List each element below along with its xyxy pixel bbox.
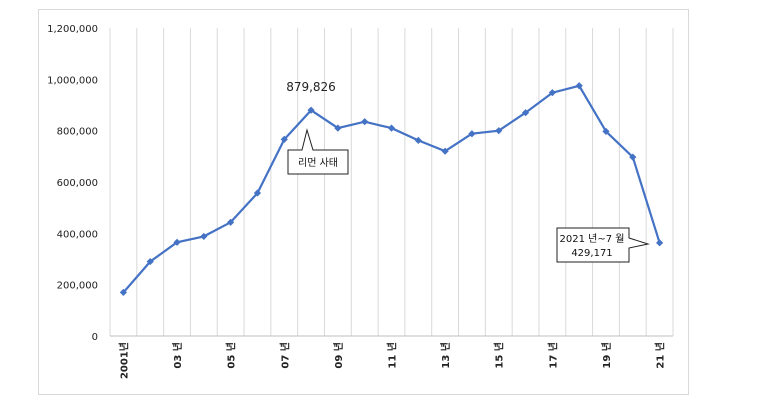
x-tick-label: 03 년 [171, 342, 184, 369]
data-point-marker [521, 109, 530, 117]
data-point-marker [495, 127, 503, 135]
data-point-marker [173, 238, 181, 246]
data-point-marker [253, 189, 262, 197]
latest-callout-line2: 429,171 [571, 248, 612, 259]
y-tick-label: 0 [92, 332, 98, 343]
data-point-marker [280, 135, 288, 143]
x-tick-label: 07 년 [278, 342, 291, 369]
series-markers [119, 82, 664, 296]
data-point-marker [146, 257, 154, 266]
y-tick-label: 600,000 [57, 178, 98, 189]
lehman-callout: 리먼 사태 [287, 128, 349, 175]
gridlines [109, 28, 674, 336]
data-point-marker [361, 118, 369, 126]
data-point-marker [334, 124, 342, 132]
data-point-marker [441, 147, 449, 155]
x-tick-label: 05 년 [225, 342, 238, 369]
y-axis-ticks: 0 200,000 400,000 600,000 800,000 1,000,000 1,… [47, 24, 98, 343]
x-tick-label: 2001년 [117, 342, 130, 379]
x-tick-label: 09 년 [332, 342, 345, 369]
y-tick-label: 200,000 [57, 281, 98, 292]
y-tick-label: 400,000 [57, 229, 98, 240]
peak-value-label: 879,826 [286, 80, 336, 94]
data-point-marker [655, 239, 664, 247]
x-tick-label: 17 년 [546, 342, 559, 369]
x-tick-label: 21 년 [654, 342, 667, 369]
latest-callout-line1: 2021 년~7 월 [560, 233, 625, 245]
y-tick-label: 1,200,000 [47, 24, 98, 35]
chart-area [38, 9, 689, 395]
y-tick-label: 1,000,000 [47, 75, 98, 86]
data-point-marker [602, 127, 610, 136]
data-point-marker [575, 82, 583, 90]
data-point-marker [414, 136, 422, 145]
latest-value-callout: 2021 년~7 월 429,171 [556, 227, 650, 263]
data-point-marker [200, 232, 208, 241]
lehman-callout-text: 리먼 사태 [298, 157, 338, 169]
x-tick-label: 11 년 [386, 342, 399, 369]
data-point-marker [119, 288, 128, 296]
x-tick-label: 13 년 [439, 342, 452, 369]
data-point-marker [468, 130, 476, 138]
data-point-marker [227, 218, 235, 226]
data-point-marker [548, 89, 556, 97]
data-point-marker [387, 124, 396, 132]
x-axis-ticks: 2001년 03 년 05 년 07 년 09 년 11 년 13 년 15 년 17 년 19 … [117, 342, 666, 379]
x-tick-label: 15 년 [493, 342, 506, 369]
x-tick-label: 19 년 [600, 342, 613, 369]
data-point-marker [307, 106, 315, 114]
data-point-marker [629, 153, 637, 161]
y-tick-label: 800,000 [57, 127, 98, 138]
